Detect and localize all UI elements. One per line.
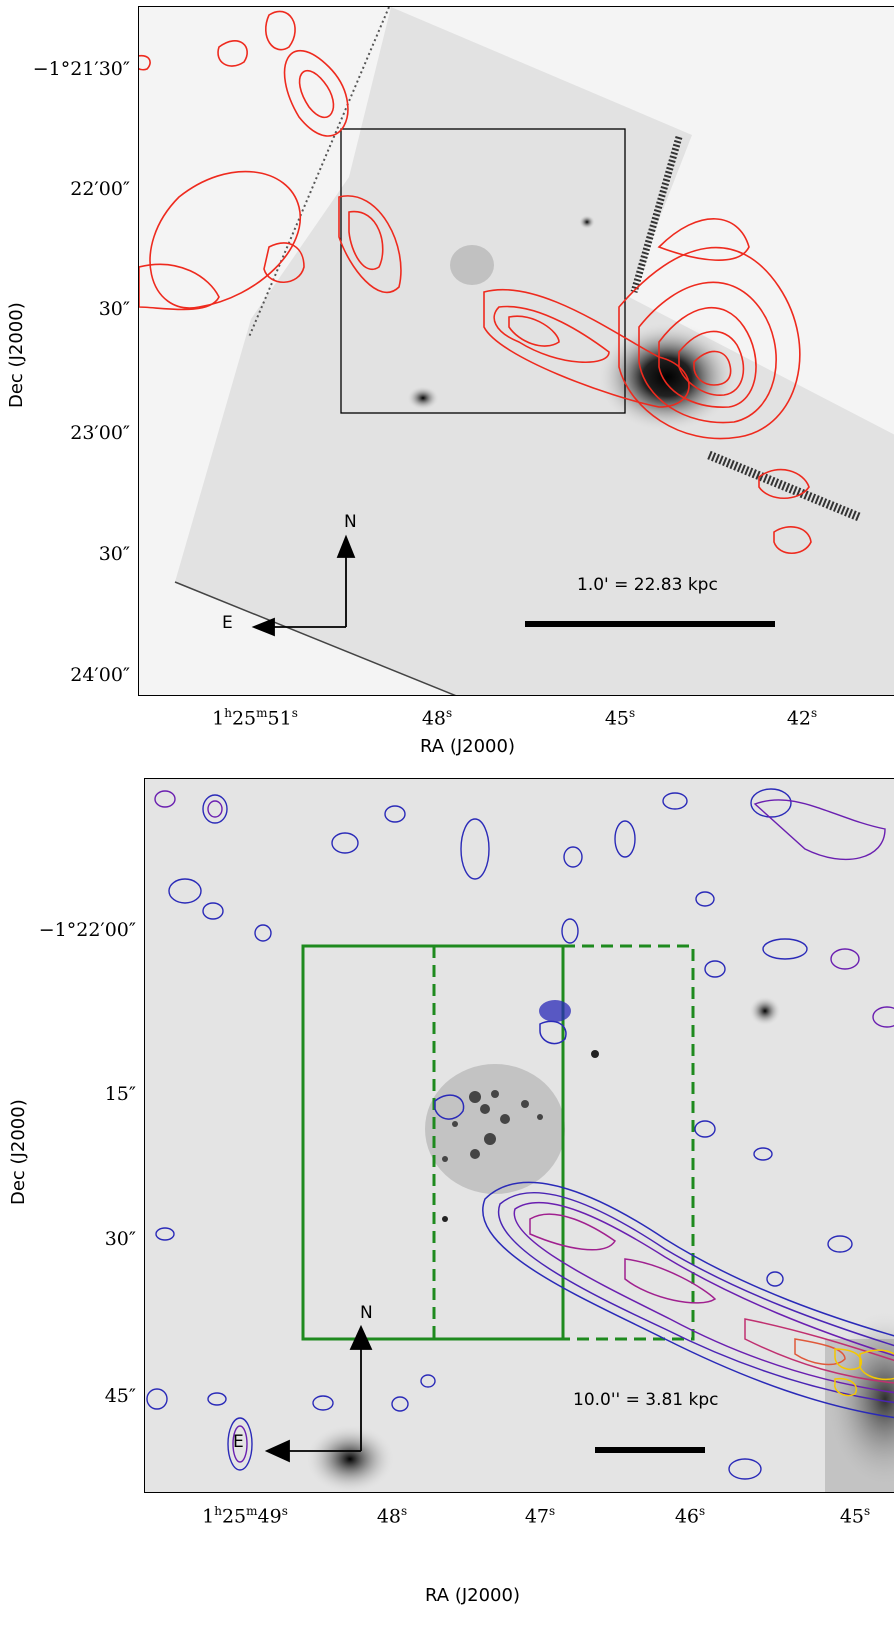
dwarf-galaxy-clumps bbox=[442, 1050, 599, 1222]
bottom-ytick: 30″ bbox=[104, 1228, 136, 1250]
bottom-ytick: 15″ bbox=[104, 1083, 136, 1105]
top-panel: 1.0' = 22.83 kpc N E −1°21′30″ 22′00″ 30… bbox=[0, 0, 894, 785]
bottom-ytick: −1°22′00″ bbox=[38, 919, 136, 941]
bottom-xtick: 1h25m49s bbox=[202, 1504, 288, 1528]
top-ytick: 24′00″ bbox=[70, 664, 130, 686]
bottom-compass-north: N bbox=[360, 1303, 373, 1323]
bottom-scale-label: 10.0'' = 3.81 kpc bbox=[573, 1390, 719, 1410]
bottom-compass-east: E bbox=[233, 1432, 244, 1452]
galaxy-bottom-left bbox=[305, 1424, 395, 1492]
east-arrow-head bbox=[251, 617, 275, 637]
scale-bar bbox=[595, 1447, 705, 1453]
dashed-box bbox=[563, 944, 695, 1341]
top-compass-north: N bbox=[344, 512, 357, 532]
compass bbox=[264, 1324, 373, 1463]
small-galaxy bbox=[407, 386, 439, 410]
bottom-image-frame: 10.0'' = 3.81 kpc N E bbox=[144, 778, 894, 1493]
top-image bbox=[139, 7, 894, 695]
top-ytick: 30″ bbox=[98, 543, 130, 565]
top-y-axis-title: Dec (J2000) bbox=[6, 302, 27, 408]
top-ytick: −1°21′30″ bbox=[32, 58, 130, 80]
footprint-edge bbox=[707, 450, 861, 522]
top-image-frame: 1.0' = 22.83 kpc N E bbox=[138, 6, 894, 696]
east-arrow-head bbox=[264, 1439, 290, 1463]
top-xtick: 45s bbox=[604, 706, 636, 730]
bottom-xtick: 47s bbox=[524, 1504, 556, 1528]
bright-compact-contour bbox=[539, 1000, 571, 1022]
top-compass-east: E bbox=[222, 613, 233, 633]
bottom-xtick: 46s bbox=[674, 1504, 706, 1528]
bottom-x-axis-title: RA (J2000) bbox=[425, 1585, 520, 1606]
bottom-ytick: 45″ bbox=[104, 1385, 136, 1407]
bottom-xtick: 45s bbox=[839, 1504, 871, 1528]
noise-contours bbox=[146, 788, 894, 1480]
bright-galaxy bbox=[597, 322, 737, 432]
top-ytick: 30″ bbox=[98, 298, 130, 320]
top-ytick: 23′00″ bbox=[70, 422, 130, 444]
scale-bar bbox=[525, 621, 775, 627]
compact-source bbox=[749, 996, 781, 1026]
footprint-edge bbox=[174, 581, 457, 695]
north-arrow-head bbox=[349, 1324, 373, 1350]
top-scale-label: 1.0' = 22.83 kpc bbox=[577, 575, 718, 595]
compass bbox=[251, 534, 356, 637]
top-x-axis-title: RA (J2000) bbox=[420, 736, 515, 757]
footprint-edge bbox=[630, 136, 683, 293]
bottom-xtick: 48s bbox=[376, 1504, 408, 1528]
top-xtick: 1h25m51s bbox=[212, 706, 298, 730]
dwarf-diffuse-light bbox=[425, 1064, 565, 1194]
top-xtick: 42s bbox=[786, 706, 818, 730]
radio-contours bbox=[139, 10, 812, 555]
image-footprint bbox=[175, 7, 894, 695]
bottom-panel: 10.0'' = 3.81 kpc N E −1°22′00″ 15″ 30″ … bbox=[0, 778, 894, 1626]
compact-source bbox=[579, 215, 595, 229]
top-ytick: 22′00″ bbox=[70, 178, 130, 200]
slit-boxes bbox=[301, 944, 695, 1341]
north-arrow-head bbox=[336, 534, 356, 558]
zoom-box bbox=[340, 128, 626, 414]
top-xtick: 48s bbox=[421, 706, 453, 730]
bottom-image bbox=[145, 779, 894, 1492]
radio-contours bbox=[434, 1020, 894, 1419]
diffuse-dwarf bbox=[450, 245, 494, 285]
bottom-y-axis-title: Dec (J2000) bbox=[8, 1099, 29, 1205]
